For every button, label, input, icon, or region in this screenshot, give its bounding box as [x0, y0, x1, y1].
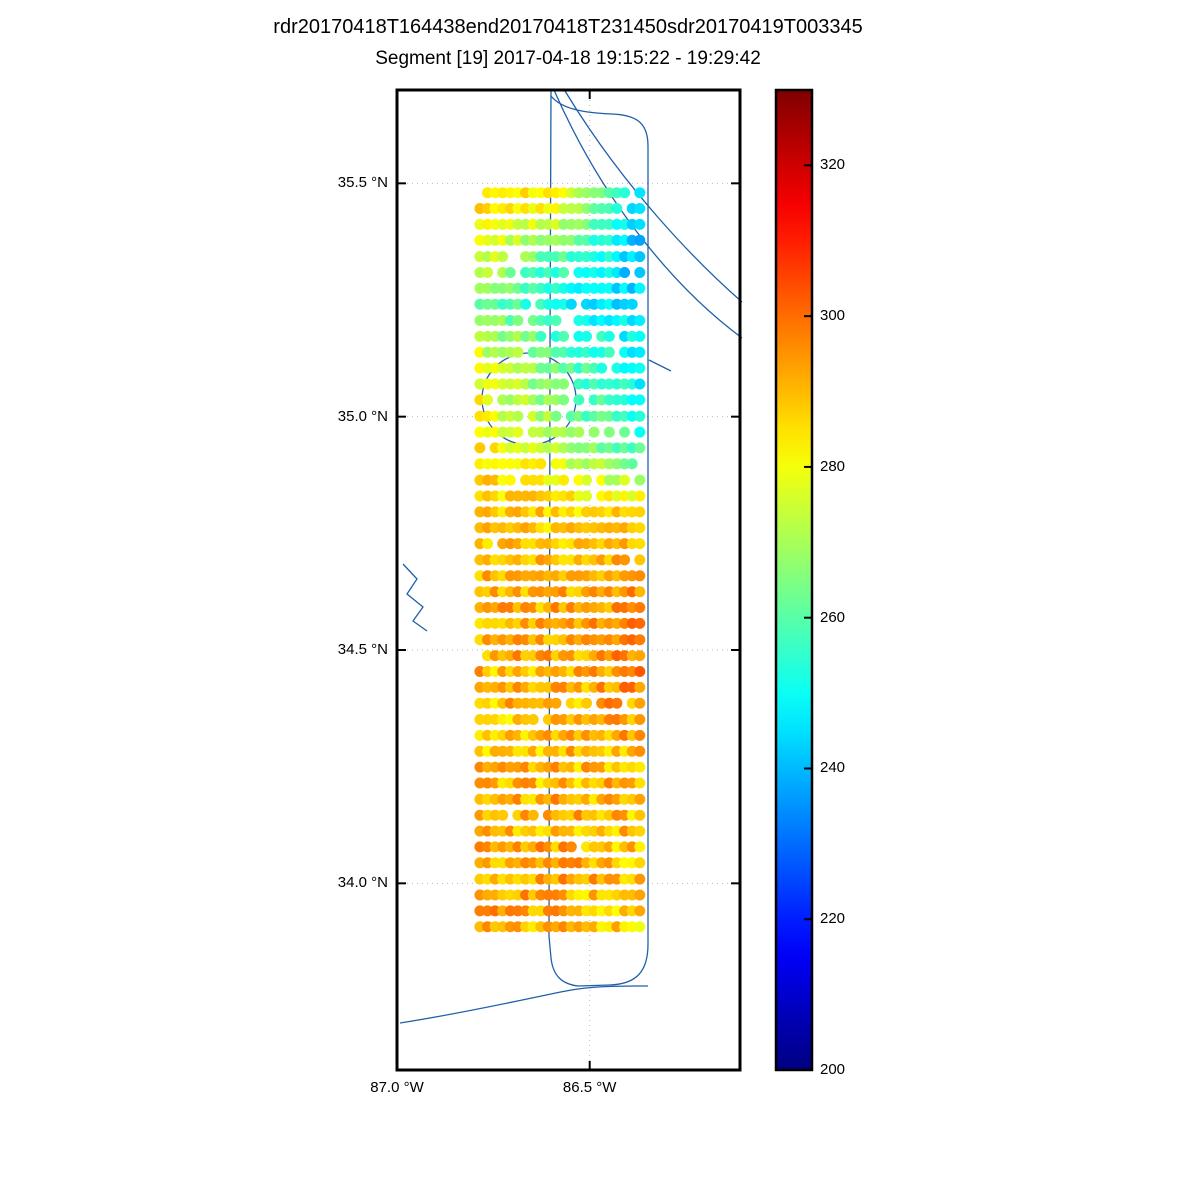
plot-frame [395, 88, 742, 1072]
colorbar-tick-label: 300 [820, 307, 846, 325]
colorbar-gradient [776, 90, 812, 1070]
colorbar-tick-label: 320 [820, 156, 846, 174]
exit-curve-2 [564, 90, 743, 303]
short-dash [648, 359, 672, 372]
flight-track-lines [399, 89, 743, 1024]
y-tick-label: 34.0 °N [337, 874, 388, 892]
figure-subtitle: Segment [19] 2017-04-18 19:15:22 - 19:29… [375, 48, 761, 69]
y-tick-label: 34.5 °N [337, 641, 388, 658]
figure-title: rdr20170418T164438end20170418T231450sdr2… [273, 16, 863, 38]
swath-scatter [474, 187, 646, 933]
exit-curve-1 [553, 89, 743, 339]
colorbar-tick-label: 260 [820, 608, 846, 626]
center-track [548, 89, 579, 987]
axis-ticks [396, 90, 740, 1070]
y-tick-label: 35.5 °N [337, 174, 388, 192]
entry-diagonal [399, 985, 649, 1024]
colorbar-ticks [804, 164, 812, 1071]
colorbar-frame [774, 88, 814, 1072]
y-tick-label: 35.0 °N [337, 407, 388, 425]
x-tick-label: 87.0 °W [370, 1079, 424, 1096]
colorbar-tick-label: 240 [820, 759, 846, 777]
colorbar-tick-label: 280 [820, 457, 846, 475]
x-tick-label: 86.5 °W [562, 1079, 617, 1096]
colorbar-tick-label: 200 [820, 1061, 846, 1078]
colorbar-tick-label: 220 [820, 910, 846, 928]
river-squiggle [402, 563, 428, 632]
racetrack-right-leg [550, 95, 649, 987]
